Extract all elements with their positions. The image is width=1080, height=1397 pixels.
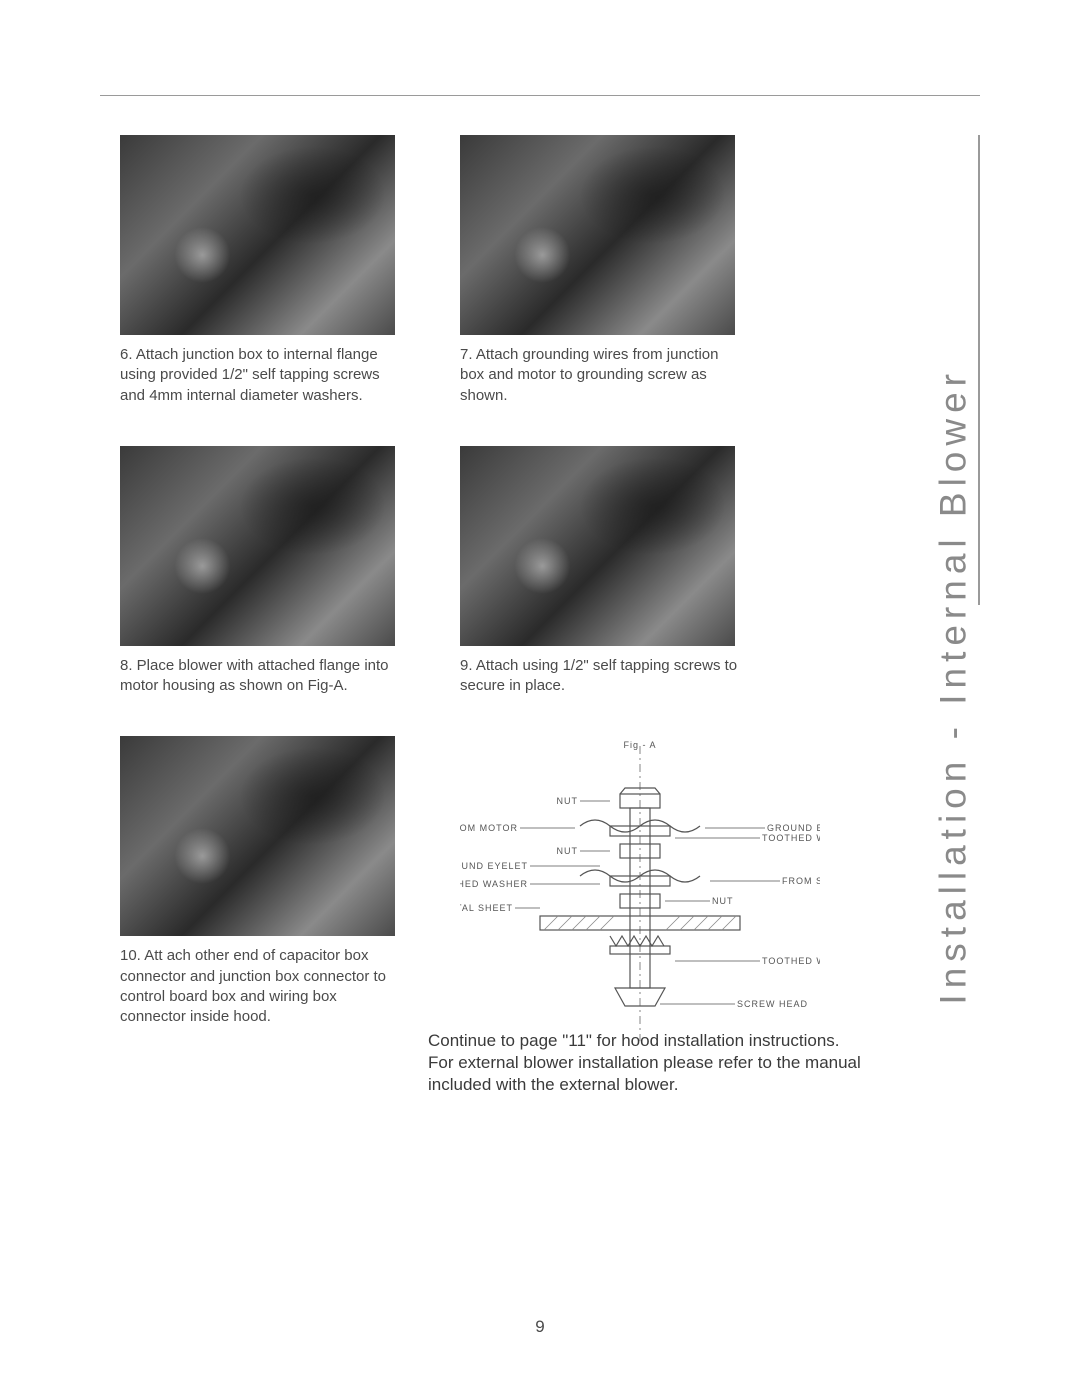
svg-text:METAL SHEET: METAL SHEET bbox=[460, 903, 513, 913]
svg-text:NUT: NUT bbox=[712, 896, 734, 906]
footer-line1: Continue to page "11" for hood installat… bbox=[428, 1031, 840, 1050]
step-8-caption: 8. Place blower with attached flange int… bbox=[120, 656, 400, 697]
step-9-photo bbox=[460, 446, 735, 646]
step-9-caption: 9. Attach using 1/2" self tapping screws… bbox=[460, 656, 740, 697]
section-title: Installation - Internal Blower bbox=[933, 368, 975, 1005]
side-rule bbox=[978, 135, 980, 605]
step-6-photo bbox=[120, 135, 395, 335]
step-10-caption: 10. Att ach other end of capacitor box c… bbox=[120, 946, 400, 1027]
top-rule bbox=[100, 95, 980, 96]
svg-text:TOOTHED WASHER: TOOTHED WASHER bbox=[460, 879, 528, 889]
fig-a-cell: Fig - A bbox=[460, 736, 760, 1051]
step-10-photo bbox=[120, 736, 395, 936]
svg-text:SCREW HEAD: SCREW HEAD bbox=[737, 999, 808, 1009]
step-6: 6. Attach junction box to internal flang… bbox=[120, 135, 420, 406]
page-number: 9 bbox=[0, 1317, 1080, 1337]
step-7: 7. Attach grounding wires from junction … bbox=[460, 135, 760, 406]
svg-text:NUT: NUT bbox=[557, 796, 579, 806]
step-7-caption: 7. Attach grounding wires from junction … bbox=[460, 345, 740, 406]
svg-text:GROUND EYELET: GROUND EYELET bbox=[460, 861, 528, 871]
svg-text:TOOTHED WASHER: TOOTHED WASHER bbox=[762, 833, 820, 843]
step-8: 8. Place blower with attached flange int… bbox=[120, 446, 420, 697]
step-6-caption: 6. Attach junction box to internal flang… bbox=[120, 345, 400, 406]
svg-text:FROM MOTOR: FROM MOTOR bbox=[460, 823, 518, 833]
svg-text:TOOTHED WASHER: TOOTHED WASHER bbox=[762, 956, 820, 966]
footer-note: Continue to page "11" for hood installat… bbox=[428, 1030, 868, 1096]
svg-text:NUT: NUT bbox=[557, 846, 579, 856]
footer-line2: For external blower installation please … bbox=[428, 1053, 861, 1094]
step-7-photo bbox=[460, 135, 735, 335]
content-area: 6. Attach junction box to internal flang… bbox=[120, 135, 800, 1091]
svg-text:FROM SUPPLY: FROM SUPPLY bbox=[782, 876, 820, 886]
step-9: 9. Attach using 1/2" self tapping screws… bbox=[460, 446, 760, 697]
fig-a-title: Fig - A bbox=[623, 740, 656, 750]
svg-text:GROUND EYELET: GROUND EYELET bbox=[767, 823, 820, 833]
fig-a-diagram: Fig - A bbox=[460, 736, 820, 1051]
step-8-photo bbox=[120, 446, 395, 646]
step-row-2: 8. Place blower with attached flange int… bbox=[120, 446, 800, 697]
step-row-3: 10. Att ach other end of capacitor box c… bbox=[120, 736, 800, 1051]
step-row-1: 6. Attach junction box to internal flang… bbox=[120, 135, 800, 406]
step-10: 10. Att ach other end of capacitor box c… bbox=[120, 736, 420, 1051]
